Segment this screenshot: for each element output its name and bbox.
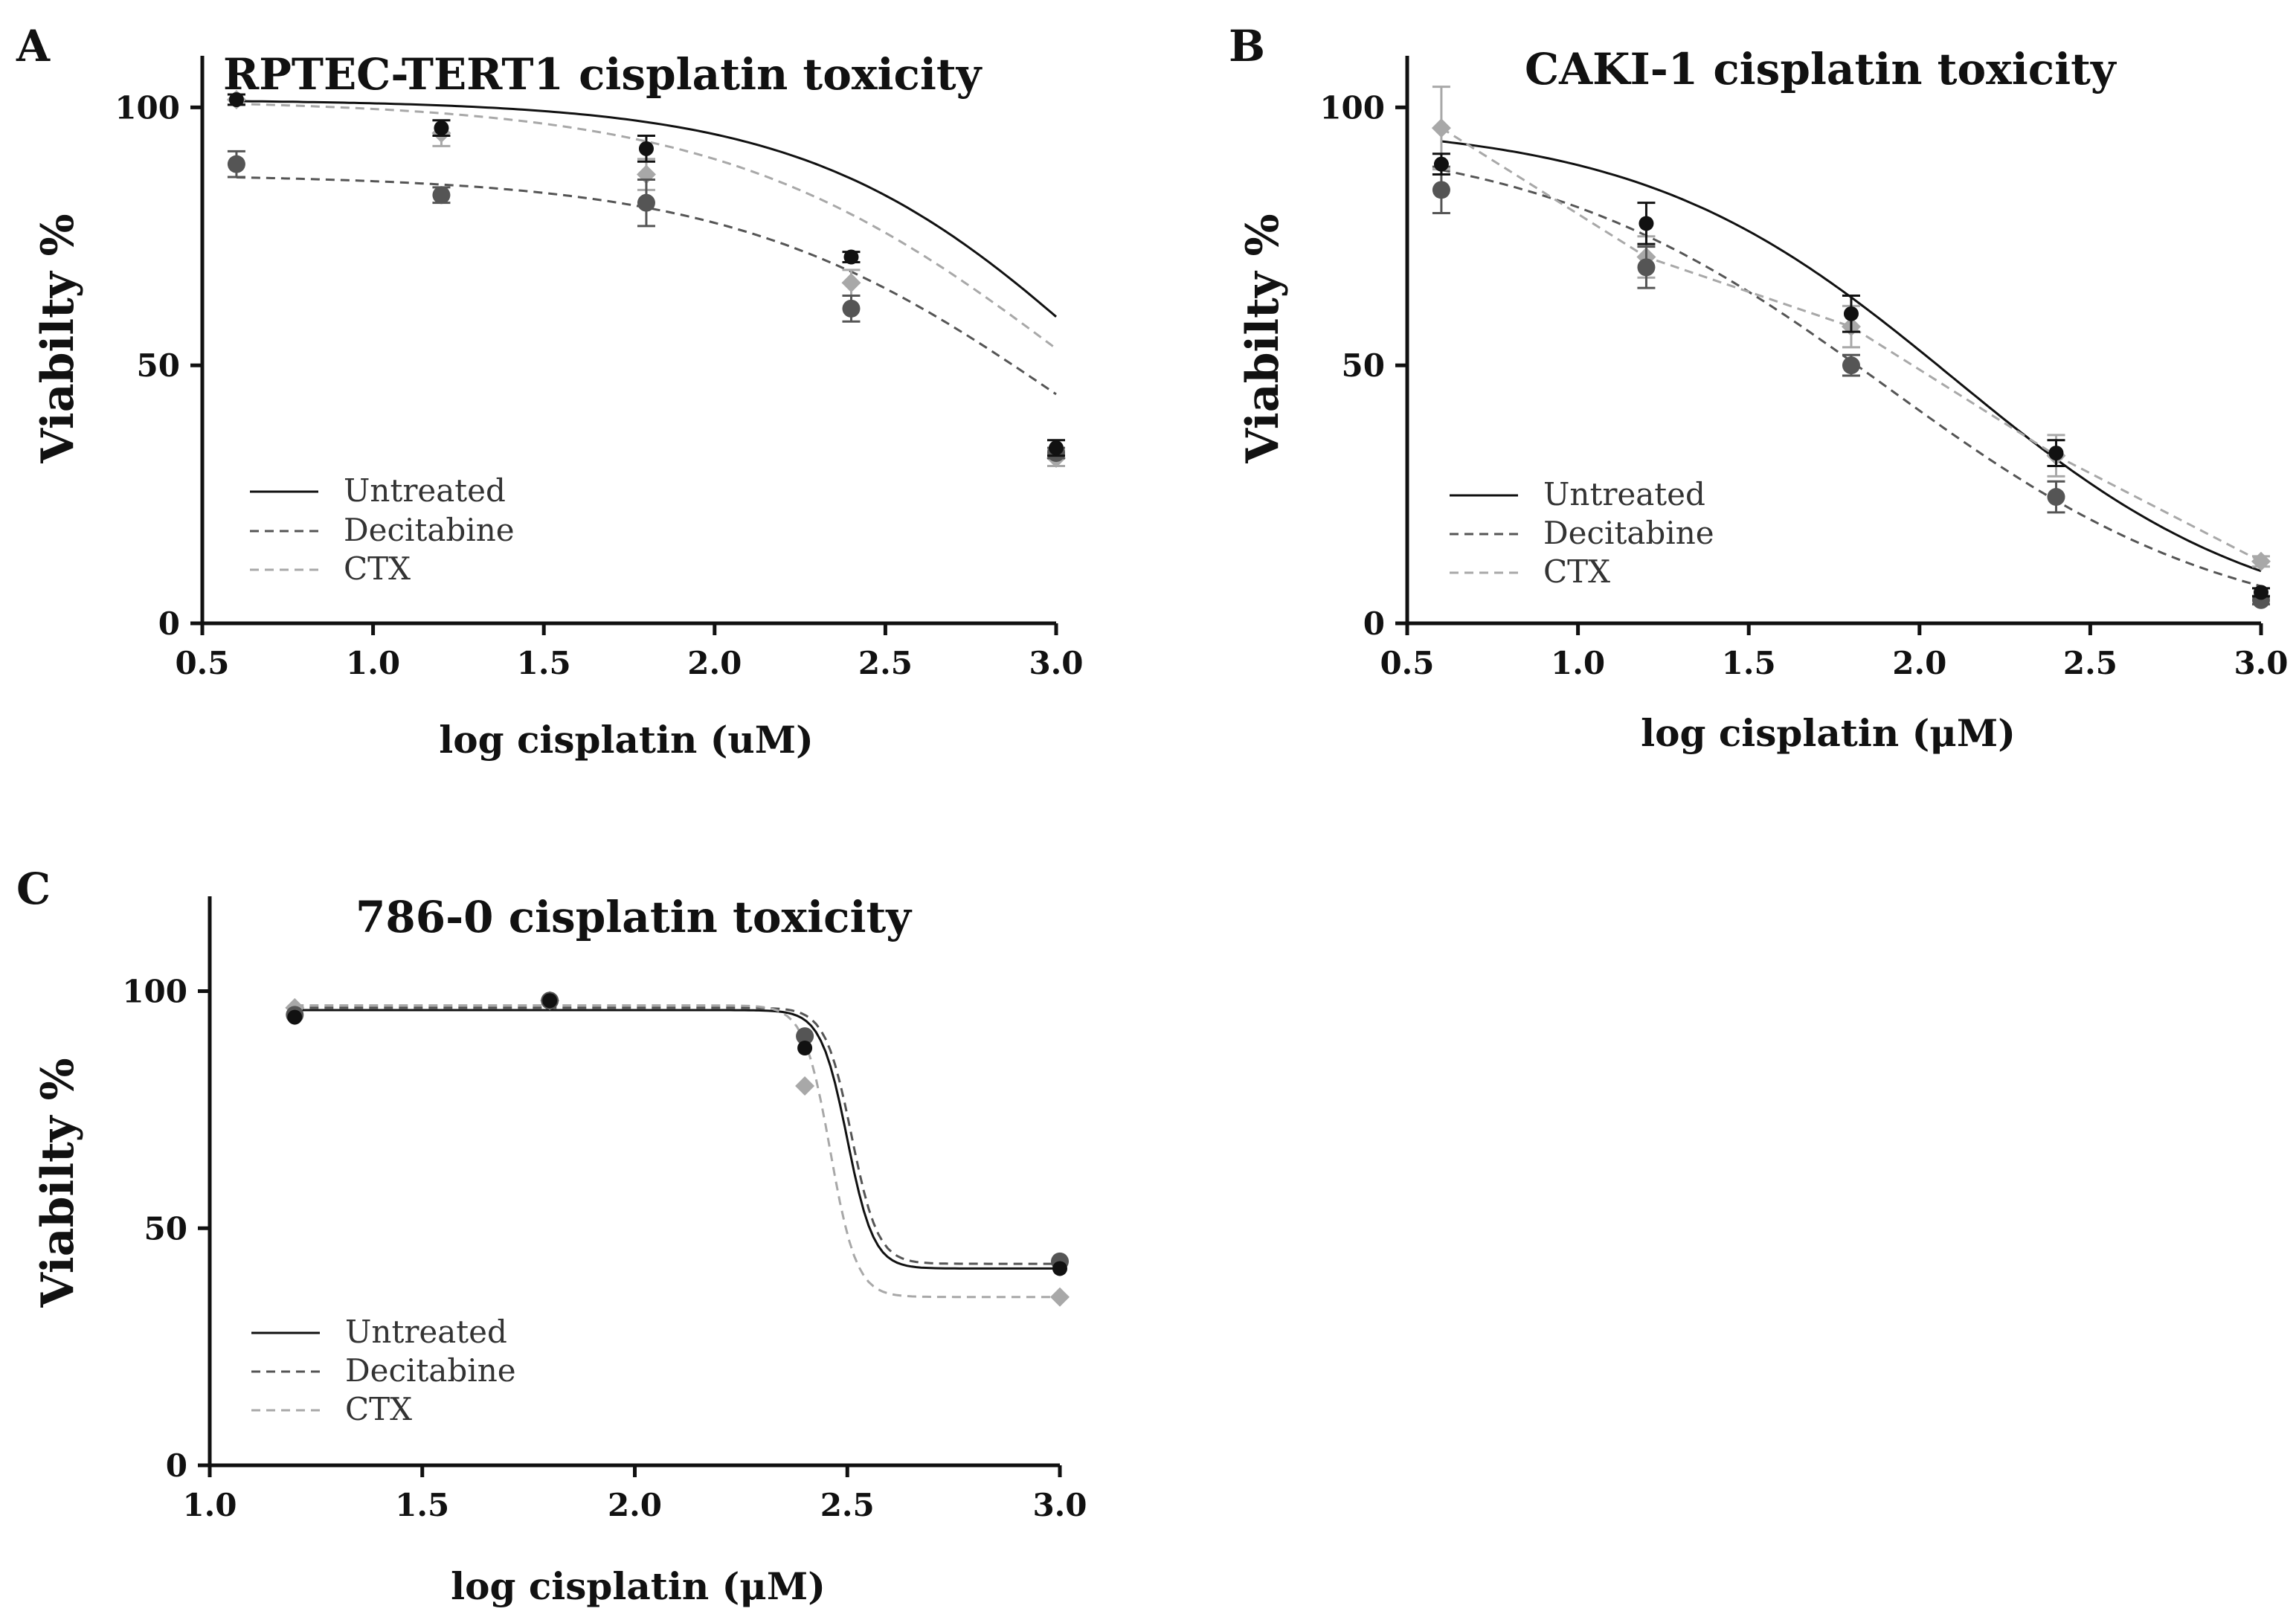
data-point-decitabine [1637,258,1656,277]
data-point-untreated [2048,446,2064,461]
data-point-untreated [287,1009,303,1025]
fit-curve-decitabine [295,1006,1060,1265]
data-point-untreated [2254,585,2268,600]
x-axis-label: log cisplatin (μM) [1641,711,2016,755]
data-points [226,89,1066,469]
data-point-ctx [1050,1287,1070,1307]
data-point-untreated [843,249,859,265]
y-tick-label: 0 [166,1447,187,1484]
x-tick-label: 1.0 [346,645,400,681]
x-tick-label: 2.5 [858,645,913,681]
x-tick-label: 3.0 [1029,645,1083,681]
x-tick-label: 0.5 [175,645,229,681]
x-tick-label: 1.5 [395,1487,449,1523]
fit-curve-untreated [295,1009,1060,1270]
data-point-decitabine [227,155,245,173]
x-tick-label: 2.5 [2063,645,2117,681]
y-axis-label: Viabilty % [32,1058,84,1308]
x-tick-label: 0.5 [1380,645,1434,681]
data-point-decitabine [842,299,861,318]
fit-curve-ctx [236,103,1057,350]
data-point-untreated [434,120,449,136]
legend-label-ctx: CTX [344,550,411,587]
legend-label-decitabine: Decitabine [344,512,515,548]
y-tick-label: 50 [144,1210,187,1247]
data-points [1431,86,2271,609]
chart-title: RPTEC-TERT1 cisplatin toxicity [223,49,983,100]
data-point-ctx [1431,118,1451,138]
x-tick-label: 2.0 [687,645,742,681]
fit-curve-untreated [236,100,1057,318]
fit-curve-decitabine [236,176,1057,396]
data-point-untreated [228,91,244,107]
data-point-ctx [2251,551,2271,571]
chart-title: 786-0 cisplatin toxicity [356,892,913,942]
legend-label-untreated: Untreated [1543,476,1705,512]
panel-label-a: A [16,21,51,71]
data-point-untreated [1433,156,1449,172]
fit-curve-ctx [295,1004,1060,1299]
axes: 0.5 1.0 1.5 2.0 2.5 3.0 0 50 100 [1319,56,2289,681]
legend: Untreated Decitabine CTX [251,1314,516,1427]
legend-label-ctx: CTX [345,1391,412,1427]
y-axis-label: Viabilty % [32,213,84,463]
axes: 0.5 1.0 1.5 2.0 2.5 3.0 0 50 100 [115,56,1084,681]
legend: Untreated Decitabine CTX [1450,476,1714,590]
axes: 1.0 1.5 2.0 2.5 3.0 0 50 100 [122,896,1087,1523]
legend-label-untreated: Untreated [345,1314,507,1350]
data-point-untreated [638,141,654,156]
y-tick-label: 50 [1342,347,1385,384]
y-tick-label: 0 [158,605,180,642]
x-tick-label: 1.0 [1551,645,1605,681]
y-axis-label: Viabilty % [1237,213,1289,463]
data-point-decitabine [432,186,451,205]
x-tick-label: 2.0 [1892,645,1946,681]
x-tick-label: 1.0 [182,1487,237,1523]
data-point-ctx [795,1076,815,1096]
y-tick-label: 50 [137,347,180,384]
chart-title: CAKI-1 cisplatin toxicity [1525,44,2117,94]
x-axis-label: log cisplatin (μM) [451,1564,826,1608]
data-point-decitabine [637,193,655,212]
data-point-untreated [1049,440,1064,456]
x-tick-label: 1.5 [517,645,571,681]
data-point-decitabine [1842,356,1860,375]
data-point-untreated [797,1041,813,1055]
x-tick-label: 2.5 [820,1487,875,1523]
legend-label-decitabine: Decitabine [1543,515,1714,551]
data-point-decitabine [796,1027,814,1046]
x-axis-label: log cisplatin (uM) [439,718,814,762]
data-point-untreated [1052,1261,1067,1276]
legend-label-decitabine: Decitabine [345,1352,516,1389]
data-point-decitabine [2047,488,2065,507]
data-point-ctx [841,273,861,293]
panel-label-c: C [16,864,51,914]
y-tick-label: 100 [1319,89,1385,126]
data-point-untreated [1843,306,1859,321]
data-point-untreated [1639,216,1654,231]
x-tick-label: 1.5 [1722,645,1776,681]
data-point-decitabine [1432,181,1450,199]
x-tick-label: 2.0 [608,1487,662,1523]
y-tick-label: 100 [115,89,180,126]
fit-curve-decitabine [1441,169,2262,588]
legend-label-untreated: Untreated [344,472,506,509]
fit-curves [236,100,1057,396]
y-tick-label: 0 [1363,605,1385,642]
data-point-untreated [542,993,558,1009]
panel-c: C 786-0 cisplatin toxicity Viabilty % lo… [16,864,1087,1608]
x-tick-label: 3.0 [2234,645,2288,681]
panel-label-b: B [1229,21,1265,71]
data-points [285,991,1070,1307]
panel-a: A RPTEC-TERT1 cisplatin toxicity Viabilt… [16,21,1084,762]
y-tick-label: 100 [122,974,187,1010]
fit-curves [295,1004,1060,1299]
x-tick-label: 3.0 [1032,1487,1087,1523]
panel-b: B CAKI-1 cisplatin toxicity Viabilty % l… [1229,21,2289,755]
legend: Untreated Decitabine CTX [250,472,515,587]
fit-curve-ctx [1441,126,2262,563]
legend-label-ctx: CTX [1543,553,1610,590]
